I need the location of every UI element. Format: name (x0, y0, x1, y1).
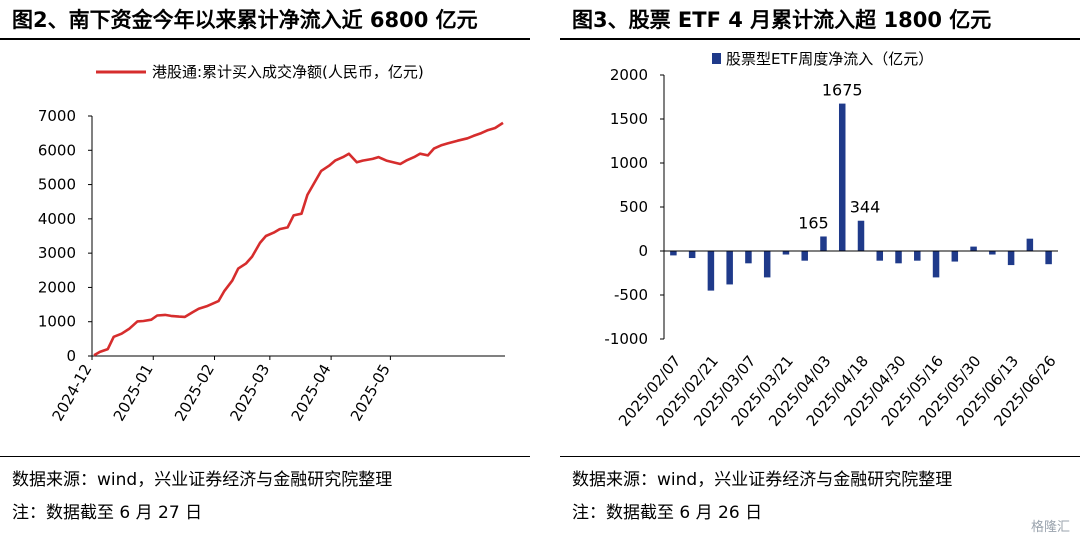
right-y-tick-label: -500 (614, 286, 648, 304)
etf-inflow-bar (763, 251, 771, 278)
right-chart-panel: 图3、股票 ETF 4 月累计流入超 1800 亿元 -1000 -500 0 500… (560, 0, 1080, 541)
right-y-tick-label: 500 (619, 198, 648, 216)
etf-bar-data-label: 165 (798, 213, 829, 232)
etf-inflow-bar (726, 251, 733, 285)
right-source-text: 数据来源：wind，兴业证券经济与金融研究院整理 (572, 470, 953, 490)
etf-inflow-bar (707, 251, 715, 291)
left-y-tick-label: 2000 (38, 278, 76, 296)
etf-inflow-bar (820, 236, 827, 251)
left-y-tick-label: 5000 (38, 176, 76, 194)
right-legend-swatch (712, 53, 721, 64)
watermark-logo-text: 格隆汇 (1030, 520, 1070, 535)
cumulative-inflow-line-chart: 0 1000 2000 3000 4000 5000 6000 7000 2024-12 2025… (38, 63, 505, 424)
cumulative-inflow-series-line (93, 121, 504, 357)
right-chart-title: 图3、股票 ETF 4 月累计流入超 1800 亿元 (572, 8, 992, 32)
left-legend-label: 港股通:累计买入成交净额(人民币，亿元) (152, 63, 424, 81)
etf-inflow-bar (670, 251, 677, 256)
etf-inflow-bar (857, 220, 865, 251)
left-y-tick-label: 7000 (38, 107, 76, 125)
left-x-tick-label: 2025-05 (347, 361, 394, 424)
left-x-tick-label: 2025-02 (171, 361, 218, 424)
left-source-text: 数据来源：wind，兴业证券经济与金融研究院整理 (12, 470, 393, 490)
left-footer-rule (0, 456, 530, 457)
etf-bar-data-label: 1675 (822, 81, 863, 100)
right-y-tick-label: -1000 (604, 330, 648, 348)
left-y-tick-label: 3000 (38, 244, 76, 262)
etf-inflow-bar (688, 251, 696, 259)
right-y-tick-label: 0 (638, 242, 648, 260)
right-y-tick-label: 1500 (610, 110, 648, 128)
etf-inflow-bar (932, 251, 940, 278)
left-y-tick-label: 4000 (38, 210, 76, 228)
left-y-tick-label: 0 (66, 347, 76, 365)
left-y-tick-label: 6000 (38, 141, 76, 159)
etf-weekly-inflow-bar-chart: -1000-500050010001500200016516753442025/… (604, 50, 1059, 430)
etf-inflow-bar (782, 251, 790, 255)
left-note-text: 注：数据截至 6 月 27 日 (12, 503, 203, 523)
left-x-tick-label: 2024-12 (49, 361, 96, 424)
left-x-tick-label: 2025-03 (226, 361, 273, 424)
etf-inflow-bar (838, 103, 846, 251)
left-chart-title: 图2、南下资金今年以来累计净流入近 6800 亿元 (12, 8, 478, 32)
etf-inflow-bar (876, 251, 884, 261)
left-y-tick-label: 1000 (38, 313, 76, 331)
etf-inflow-bar (1007, 251, 1015, 266)
left-x-tick-label: 2025-01 (110, 361, 157, 424)
left-chart-panel: 图2、南下资金今年以来累计净流入近 6800 亿元 0 1000 2000 3000 4… (0, 0, 530, 541)
etf-inflow-bar (970, 246, 977, 251)
right-note-text: 注：数据截至 6 月 26 日 (572, 503, 763, 523)
etf-inflow-bar (914, 251, 921, 261)
etf-inflow-bar (1045, 251, 1052, 265)
left-x-tick-label: 2025-04 (288, 361, 335, 424)
right-footer-rule (560, 456, 1080, 457)
etf-bar-data-label: 344 (850, 198, 881, 217)
left-top-rule (0, 38, 530, 40)
etf-inflow-bar (989, 251, 996, 255)
etf-inflow-bar (1026, 238, 1034, 251)
right-legend-label: 股票型ETF周度净流入（亿元） (726, 50, 933, 68)
right-top-rule (560, 38, 1080, 40)
etf-inflow-bar (951, 251, 959, 262)
right-y-tick-label: 2000 (610, 66, 648, 84)
etf-inflow-bar (745, 251, 752, 264)
right-y-tick-label: 1000 (610, 154, 648, 172)
etf-inflow-bar (895, 251, 902, 264)
etf-inflow-bar (801, 251, 808, 261)
